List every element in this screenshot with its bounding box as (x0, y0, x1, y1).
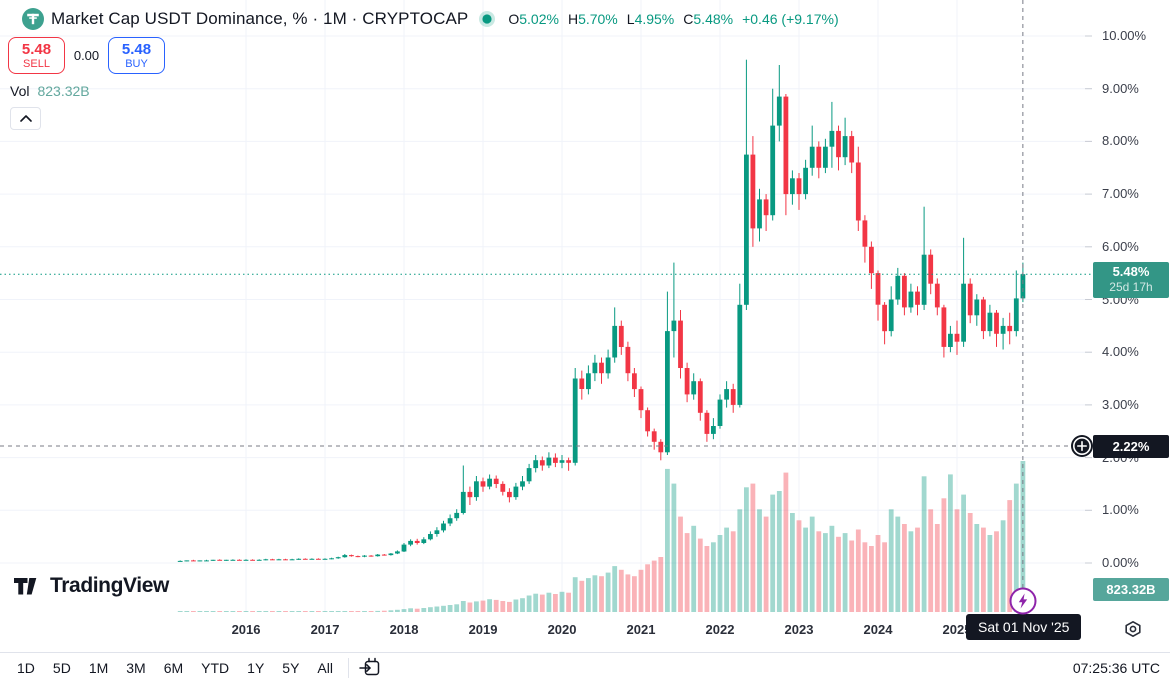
price-axis-label: 8.00% (1102, 133, 1139, 149)
range-button-1y[interactable]: 1Y (238, 657, 273, 679)
time-axis-label: 2016 (231, 622, 261, 637)
last-price-value: 5.48% (1112, 264, 1150, 280)
time-axis-label: 2021 (626, 622, 656, 637)
time-axis-label: 2017 (310, 622, 340, 637)
time-axis-label: 2022 (705, 622, 735, 637)
time-axis[interactable]: 2016 2017 2018 2019 2020 2021 2022 2023 2024 2025… (0, 613, 1092, 652)
range-button-5d[interactable]: 5D (44, 657, 80, 679)
trade-panel: 5.48 SELL 0.00 5.48 BUY (8, 37, 165, 74)
time-axis-label: 2019 (468, 622, 498, 637)
instant-trading-button[interactable] (1009, 587, 1037, 615)
collapse-legend-button[interactable] (10, 107, 41, 130)
last-price-badge: 5.48% 25d 17h (1093, 262, 1169, 299)
time-axis-label: 2018 (389, 622, 419, 637)
price-axis[interactable]: 10.00% 9.00% 8.00% 7.00% 6.00% 5.00% 4.00% 3.00… (1092, 0, 1170, 615)
buy-label: BUY (125, 57, 148, 70)
price-axis-label: 4.00% (1102, 344, 1139, 360)
buy-price: 5.48 (121, 40, 152, 58)
range-button-1m[interactable]: 1M (80, 657, 117, 679)
time-axis-label: 2025 (942, 622, 972, 637)
settings-button[interactable] (1120, 616, 1146, 642)
tradingview-logo[interactable]: TradingView (14, 574, 169, 598)
ohlc-high: H5.70% (567, 11, 618, 27)
bar-countdown: 25d 17h (1109, 280, 1153, 295)
timezone-clock[interactable]: 07:25:36 UTC (1072, 659, 1160, 676)
sell-label: SELL (23, 57, 50, 70)
goto-date-button[interactable] (355, 656, 385, 680)
price-axis-label: 10.00% (1102, 28, 1147, 43)
lightning-icon (1009, 587, 1037, 615)
goto-date-calendar-icon (359, 657, 380, 675)
price-axis-label: 1.00% (1102, 502, 1139, 518)
ohlc-close: C5.48% (683, 11, 734, 27)
ohlc-readout: O5.02% H5.70% L4.95% C5.48% +0.46 (+9.17… (508, 11, 838, 27)
price-axis-label: 0.00% (1102, 555, 1139, 570)
symbol-title[interactable]: Market Cap USDT Dominance, % · 1M · CRYP… (51, 9, 469, 28)
crosshair-date-tooltip: Sat 01 Nov '25 (966, 614, 1082, 640)
spread-value: 0.00 (73, 48, 100, 63)
toolbar-divider (347, 657, 349, 678)
symbol-legend: Market Cap USDT Dominance, % · 1M · CRYP… (22, 7, 839, 31)
volume-indicator-row: Vol 823.32B (10, 83, 90, 99)
volume-value: 823.32B (37, 83, 90, 99)
sell-button[interactable]: 5.48 SELL (8, 37, 65, 74)
range-button-6m[interactable]: 6M (155, 657, 192, 679)
ohlc-open: O5.02% (508, 11, 559, 27)
range-button-all[interactable]: All (308, 657, 342, 679)
ohlc-change: +0.46 (+9.17%) (742, 11, 839, 27)
plus-circle-icon (1071, 435, 1093, 457)
crosshair-price-badge: 2.22% (1093, 434, 1169, 458)
range-button-5y[interactable]: 5Y (273, 657, 308, 679)
range-button-3m[interactable]: 3M (117, 657, 154, 679)
volume-value-badge: 823.32B (1093, 578, 1169, 601)
price-axis-label: 6.00% (1102, 238, 1139, 254)
time-axis-label: 2024 (863, 622, 893, 637)
price-axis-label: 9.00% (1102, 80, 1139, 96)
bottom-toolbar: 1D 5D 1M 3M 6M YTD 1Y 5Y All 07:25:36 UTC (0, 652, 1170, 682)
chart-plot-area[interactable] (0, 0, 1092, 652)
tradingview-logo-icon (14, 577, 37, 594)
time-axis-label: 2023 (784, 622, 814, 637)
candlestick-plot[interactable] (0, 0, 1092, 652)
range-button-ytd[interactable]: YTD (192, 657, 238, 679)
range-button-1d[interactable]: 1D (8, 657, 44, 679)
volume-label[interactable]: Vol (10, 83, 30, 99)
buy-button[interactable]: 5.48 BUY (108, 37, 165, 74)
chevron-up-icon (19, 115, 32, 122)
add-alert-plus-button[interactable] (1070, 434, 1094, 458)
gear-icon (1125, 621, 1141, 637)
data-status-icon[interactable] (479, 11, 496, 27)
tradingview-logo-text: TradingView (50, 574, 169, 597)
date-range-buttons: 1D 5D 1M 3M 6M YTD 1Y 5Y All (8, 657, 342, 679)
time-axis-label: 2020 (547, 622, 577, 637)
tether-logo-icon (22, 8, 44, 30)
sell-price: 5.48 (21, 40, 52, 58)
ohlc-low: L4.95% (626, 11, 675, 27)
price-axis-label: 7.00% (1102, 186, 1139, 202)
price-axis-label: 3.00% (1102, 396, 1139, 412)
